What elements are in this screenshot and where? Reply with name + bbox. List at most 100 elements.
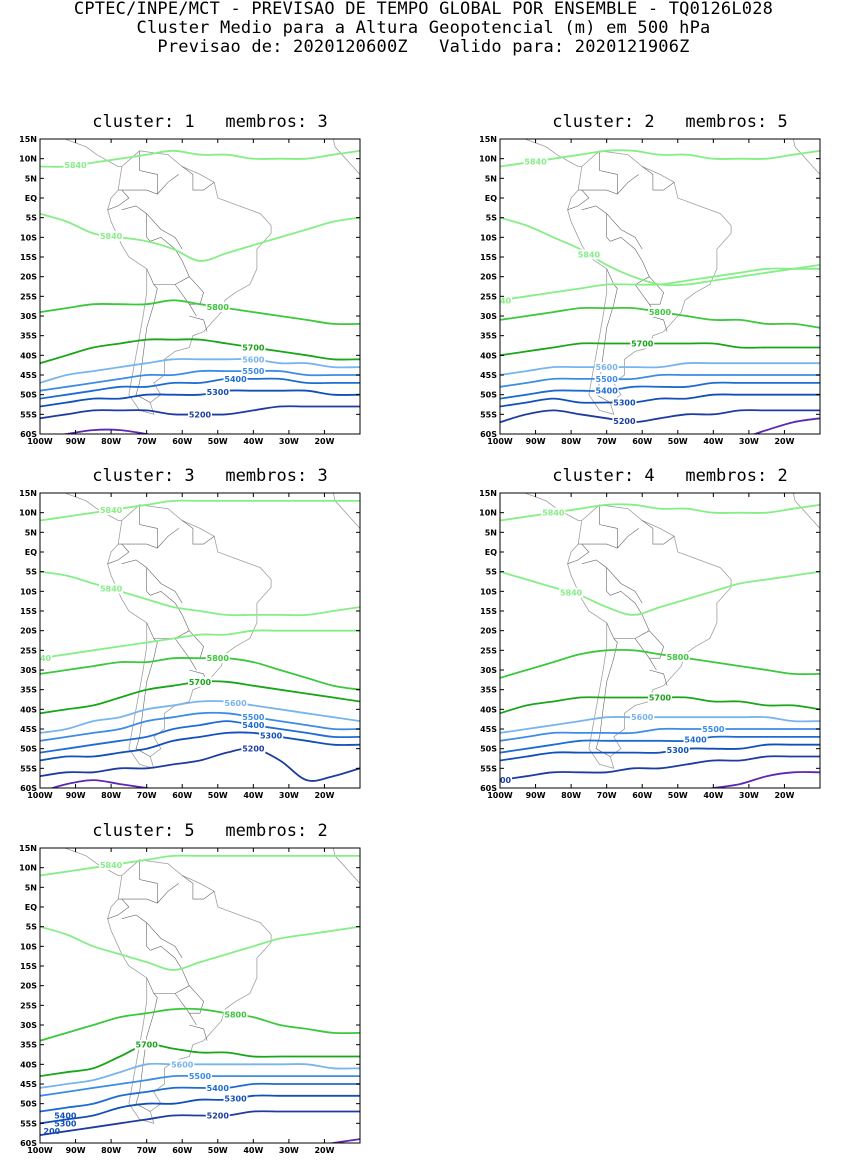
contour-label-bg [223, 697, 248, 708]
lat-tick-label: 40S [480, 351, 497, 360]
contour-label-5600: 5600 [171, 1060, 194, 1069]
lat-tick-label: 55S [20, 410, 37, 419]
coastline [40, 848, 122, 876]
contour-5400 [500, 381, 820, 400]
cluster-panel-3: cluster: 3 membros: 3 5840 5840 5840 5800 570… [19, 466, 380, 811]
lon-tick-label: 20W [314, 1146, 334, 1155]
contour-label-5200: 5200 [242, 745, 265, 754]
contour-5840 [500, 149, 820, 168]
lat-tick-label: 20S [480, 273, 497, 282]
country-border [135, 268, 158, 403]
contour-label-bg [134, 1039, 159, 1050]
lat-tick-label: 15S [20, 962, 37, 971]
lat-tick-label: 50S [20, 391, 37, 400]
contour-label-5700: 5700 [189, 678, 212, 687]
lon-tick-label: 50W [208, 1146, 228, 1155]
country-border [135, 622, 158, 757]
country-border [121, 914, 151, 951]
country-border [107, 898, 130, 920]
lat-tick-label: 5S [26, 568, 38, 577]
contour-label-bg [648, 692, 672, 703]
contour-5600 [500, 715, 820, 734]
lat-tick-label: 10S [20, 942, 37, 951]
contour-5400 [40, 377, 360, 400]
lon-tick-label: 90W [526, 437, 546, 446]
lat-tick-label: EQ [25, 548, 37, 557]
contour-label-5840: 5840 [64, 161, 87, 170]
lat-tick-label: 10S [480, 233, 497, 242]
contour-label-bg [205, 653, 230, 664]
country-border [107, 189, 130, 211]
country-border [599, 150, 618, 195]
contour-label-bg [241, 712, 266, 723]
lon-tick-label: 50W [668, 437, 688, 446]
contour-label-extra: 5300 [54, 1119, 77, 1128]
contour-label-5500: 5500 [242, 367, 265, 376]
country-border [118, 174, 179, 195]
contour-label-bg [612, 397, 637, 408]
coastline [40, 139, 122, 167]
contour-5300 [500, 743, 820, 762]
lat-tick-label: 5S [486, 568, 498, 577]
panel-title: cluster: 3 membros: 3 [92, 466, 328, 486]
country-border [642, 166, 675, 191]
cluster-panel-4: cluster: 4 membros: 2 5840 5840 5800 5700 560… [479, 466, 840, 811]
contour-5200 [500, 755, 820, 781]
lat-tick-label: 45S [480, 371, 497, 380]
country-border [581, 205, 611, 242]
lon-tick-label: 40W [243, 791, 263, 800]
header-title: CPTEC/INPE/MCT - PREVISAO DE TEMPO GLOBA… [73, 0, 774, 19]
lat-tick-label: 15S [480, 253, 497, 262]
lat-tick-label: 15S [20, 253, 37, 262]
geopotential-map: 5840 5840 5840 5800 5700 5600 5500 5400 5300 5200… [479, 135, 821, 446]
contour-label-bg [241, 342, 266, 353]
contour-label-bg [500, 295, 512, 306]
contour-label-5700: 5700 [136, 1041, 159, 1050]
contour-5400 [500, 735, 820, 754]
cluster-panel-2: cluster: 2 membros: 5 5840 5840 5840 5800 570… [479, 112, 840, 457]
contour-label-bg [63, 160, 88, 171]
lat-tick-label: 45S [20, 371, 37, 380]
contour-label-bg [648, 307, 672, 318]
lat-tick-label: 60S [20, 1139, 37, 1148]
contour-label-bg [170, 1059, 195, 1070]
lat-tick-label: 25S [480, 292, 497, 301]
contour-label-5200: 5200 [489, 776, 512, 785]
coastline [500, 493, 582, 521]
contour-label-5400: 5400 [242, 721, 265, 730]
country-border [107, 543, 130, 565]
map-frame [39, 847, 361, 1144]
contour-5500 [40, 711, 360, 742]
contour-label-5840: 5840 [100, 861, 123, 870]
coastline [332, 493, 360, 529]
lon-tick-label: 70W [137, 437, 157, 446]
country-border [578, 174, 639, 195]
contour-5500 [40, 369, 360, 392]
lat-tick-label: 60S [20, 430, 37, 439]
lat-tick-label: 40S [20, 351, 37, 360]
lat-tick-label: 5N [485, 528, 497, 537]
coastline [500, 139, 582, 167]
panel-title: cluster: 4 membros: 2 [552, 466, 788, 486]
lat-tick-label: 10N [19, 864, 37, 873]
lon-tick-label: 20W [774, 437, 794, 446]
lat-tick-label: 30S [480, 312, 497, 321]
coastline [792, 139, 820, 175]
country-border [595, 622, 618, 757]
contour-5800 [40, 656, 360, 691]
lon-tick-label: 100W [487, 791, 513, 800]
country-border [610, 590, 650, 639]
panel-title: cluster: 5 membros: 2 [92, 821, 328, 841]
contour-label-5700: 5700 [631, 340, 654, 349]
country-border [118, 528, 179, 549]
contour-5400 [40, 720, 360, 754]
contour-label-bg [188, 1071, 212, 1082]
contour-5840 [40, 925, 360, 971]
contour-label-5500: 5500 [702, 725, 725, 734]
contour-5800 [40, 1007, 360, 1042]
lat-tick-label: 5N [25, 528, 37, 537]
lat-tick-label: 60S [20, 784, 37, 793]
contour-label-5500: 5500 [596, 375, 619, 384]
contour-label-bg [541, 507, 566, 518]
